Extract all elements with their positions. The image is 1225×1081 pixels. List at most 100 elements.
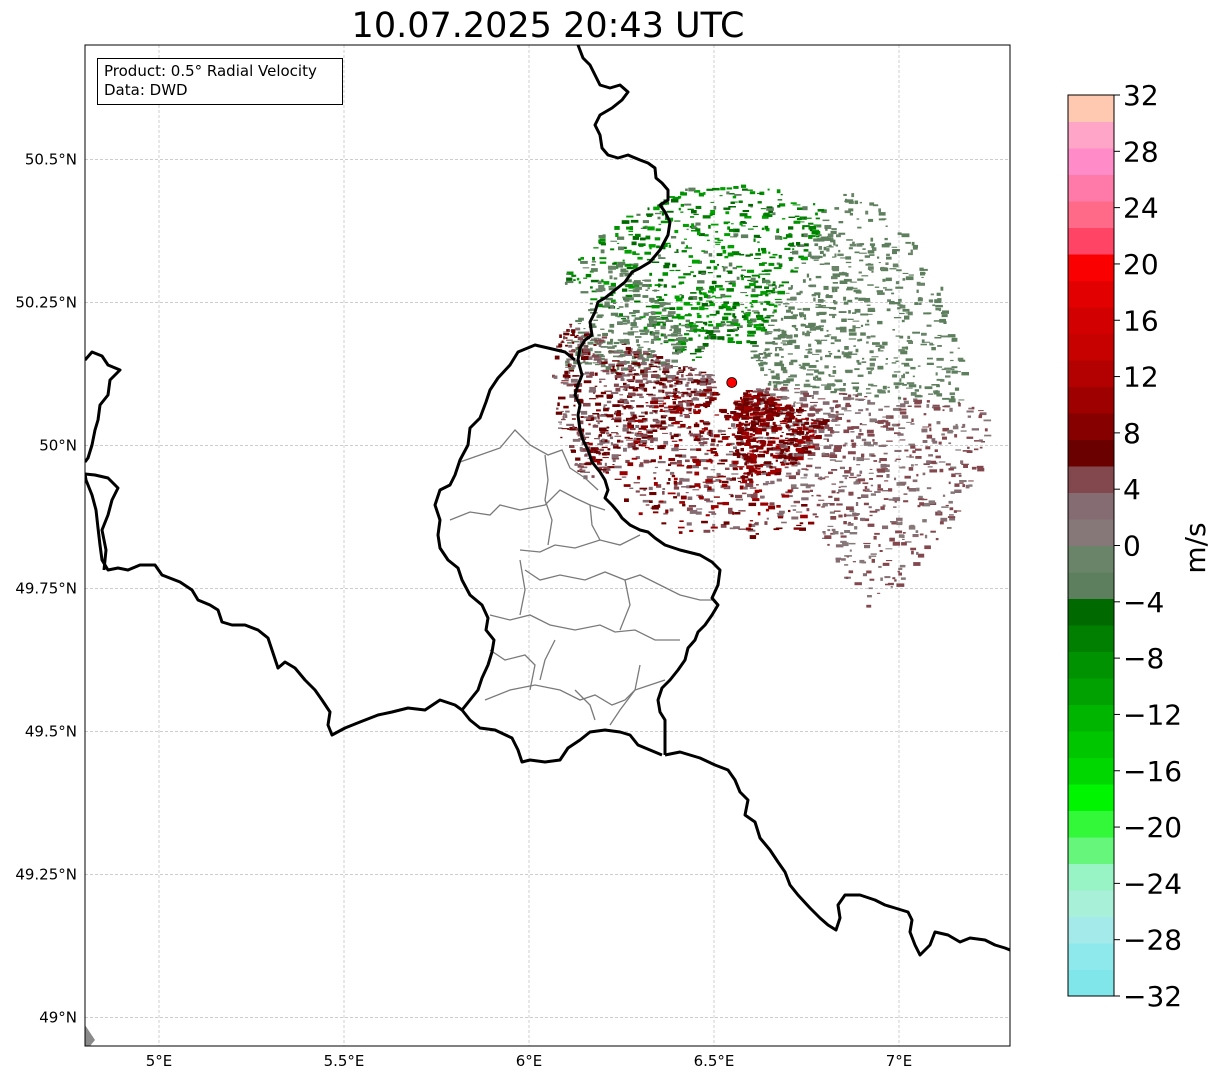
echo-pixel (803, 233, 808, 238)
echo-pixel (783, 422, 786, 424)
echo-pixel (869, 362, 875, 367)
echo-pixel (645, 289, 649, 291)
echo-pixel (583, 436, 590, 439)
echo-pixel (616, 363, 624, 367)
echo-pixel (767, 436, 771, 440)
echo-pixel (852, 561, 856, 563)
echo-pixel (589, 303, 593, 305)
echo-pixel (791, 315, 797, 320)
echo-pixel (775, 527, 783, 530)
echo-pixel (677, 371, 683, 373)
echo-pixel (760, 367, 765, 372)
echo-pixel (902, 308, 910, 312)
echo-pixel (806, 331, 812, 333)
echo-pixel (936, 357, 944, 361)
echo-pixel (920, 343, 927, 346)
echo-pixel (672, 401, 676, 405)
echo-pixel (947, 527, 952, 529)
echo-pixel (878, 262, 881, 264)
echo-pixel (796, 242, 801, 246)
echo-pixel (772, 454, 779, 459)
echo-pixel (831, 469, 838, 471)
echo-pixel (608, 351, 615, 353)
echo-pixel (613, 277, 618, 280)
echo-pixel (916, 289, 919, 293)
echo-pixel (820, 327, 824, 332)
echo-pixel (658, 368, 662, 371)
echo-pixel (746, 189, 753, 191)
echo-pixel (811, 294, 816, 297)
echo-pixel (738, 480, 742, 483)
echo-pixel (834, 389, 837, 393)
echo-pixel (758, 413, 764, 416)
echo-pixel (962, 484, 965, 488)
echo-pixel (844, 442, 848, 445)
lat-tick-label: 50°N (39, 436, 77, 454)
echo-pixel (934, 449, 938, 452)
echo-pixel (823, 312, 827, 314)
echo-pixel (750, 412, 758, 416)
echo-pixel (720, 293, 726, 298)
echo-pixel (643, 353, 651, 355)
echo-pixel (754, 257, 761, 259)
echo-pixel (584, 416, 588, 419)
echo-pixel (644, 411, 648, 415)
echo-pixel (606, 372, 610, 375)
echo-pixel (831, 288, 835, 293)
echo-pixel (701, 421, 710, 423)
echo-pixel (639, 385, 645, 390)
echo-pixel (897, 396, 902, 400)
echo-pixel (974, 448, 979, 451)
echo-pixel (653, 477, 656, 480)
colorbar-segment (1068, 148, 1114, 175)
echo-pixel (936, 384, 940, 388)
echo-pixel (766, 315, 775, 317)
echo-pixel (753, 492, 758, 495)
echo-pixel (646, 213, 654, 216)
echo-pixel (728, 193, 735, 195)
echo-pixel (741, 269, 746, 272)
echo-pixel (690, 448, 697, 451)
echo-pixel (656, 318, 663, 321)
echo-pixel (764, 391, 770, 395)
echo-pixel (605, 471, 609, 474)
echo-pixel (730, 201, 735, 204)
echo-pixel (707, 396, 713, 398)
echo-pixel (694, 390, 698, 393)
echo-pixel (826, 438, 829, 442)
echo-pixel (825, 354, 831, 358)
echo-pixel (816, 312, 820, 316)
echo-pixel (732, 313, 736, 318)
echo-pixel (915, 448, 922, 451)
echo-pixel (639, 396, 644, 399)
echo-pixel (813, 203, 816, 206)
echo-pixel (657, 216, 661, 220)
echo-pixel (743, 472, 748, 475)
echo-pixel (840, 329, 847, 333)
echo-pixel (745, 429, 749, 431)
echo-pixel (702, 481, 708, 483)
echo-pixel (885, 422, 891, 426)
echo-pixel (673, 496, 678, 499)
echo-pixel (786, 472, 792, 475)
echo-pixel (747, 393, 752, 398)
echo-pixel (589, 340, 596, 342)
echo-pixel (592, 362, 599, 364)
echo-pixel (834, 497, 840, 502)
echo-pixel (622, 405, 629, 408)
echo-pixel (849, 243, 857, 247)
echo-pixel (831, 418, 837, 422)
echo-pixel (682, 341, 687, 346)
echo-pixel (848, 310, 851, 314)
echo-pixel (979, 412, 987, 416)
echo-pixel (729, 478, 732, 482)
echo-pixel (794, 443, 797, 448)
echo-pixel (827, 529, 831, 532)
echo-pixel (899, 335, 904, 339)
echo-pixel (745, 527, 751, 531)
echo-pixel (686, 382, 690, 384)
echo-pixel (942, 397, 950, 400)
echo-pixel (679, 369, 683, 372)
echo-pixel (690, 456, 697, 459)
echo-pixel (607, 448, 611, 451)
